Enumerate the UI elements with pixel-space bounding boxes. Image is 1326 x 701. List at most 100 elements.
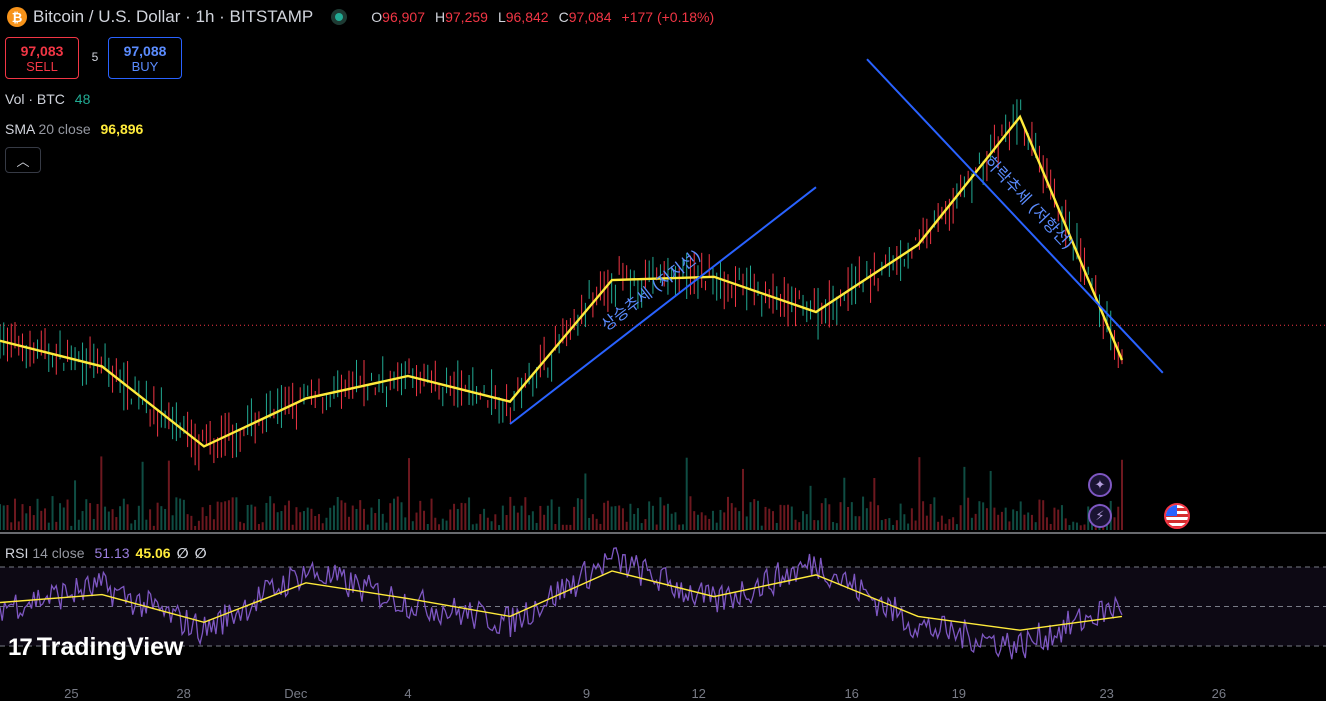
sell-button[interactable]: 97,083 SELL — [5, 37, 79, 79]
volume-bar — [528, 515, 531, 530]
symbol-title[interactable]: Bitcoin / U.S. Dollar · 1h · BITSTAMP — [33, 7, 314, 26]
volume-bar — [239, 521, 242, 530]
volume-bar — [513, 505, 516, 530]
tradingview-logo[interactable]: 17 TradingView — [8, 633, 184, 662]
volume-bar — [0, 504, 1, 530]
volume-bar — [340, 500, 343, 530]
volume-bar — [182, 499, 185, 530]
volume-bar — [441, 518, 444, 530]
volume-bar — [843, 477, 846, 530]
rsi-levels — [0, 566, 1326, 647]
volume-bar — [134, 519, 137, 530]
volume-bar — [137, 505, 140, 530]
volume-bar — [978, 501, 981, 530]
volume-bar — [272, 503, 275, 530]
volume-bar — [92, 518, 95, 530]
volume-bar — [490, 521, 493, 530]
volume-bar — [498, 525, 501, 530]
volume-bar — [55, 521, 58, 530]
volume-bar — [569, 524, 572, 530]
volume-bar — [764, 506, 767, 530]
sma-value: 96,896 — [100, 121, 144, 137]
volume-bar — [558, 506, 561, 530]
volume-bar — [910, 508, 913, 530]
volume-bar — [591, 514, 594, 530]
volume-bar — [783, 505, 786, 530]
volume-bar — [411, 521, 414, 530]
uptrend-line[interactable] — [509, 186, 817, 425]
volume-bar — [865, 508, 868, 530]
logo-text: TradingView — [36, 633, 184, 661]
volume-bar — [809, 485, 812, 530]
volume-bar — [212, 519, 215, 530]
volume-bar — [310, 508, 313, 530]
volume-bar — [937, 521, 940, 530]
volume-bar — [190, 515, 193, 530]
sma-legend[interactable]: SMA 20 close 96,896 — [5, 121, 143, 137]
volume-bar — [1034, 522, 1037, 530]
sell-price: 97,083 — [20, 42, 64, 59]
volume-bar — [104, 506, 107, 530]
volume-bar — [760, 525, 763, 530]
rsi-label: RSI — [5, 545, 29, 561]
volume-bar — [614, 506, 617, 530]
volume-bar — [494, 514, 497, 530]
volume-bar — [351, 505, 354, 530]
volume-bar — [847, 506, 850, 530]
sparkle-icon[interactable]: ✦ — [1088, 473, 1112, 497]
volume-bar — [70, 525, 73, 530]
volume-bar — [884, 518, 887, 530]
price-candles — [0, 99, 1123, 471]
volume-bar — [1049, 523, 1052, 530]
volume-bar — [408, 458, 411, 530]
volume-bar — [678, 524, 681, 530]
volume-bar — [520, 505, 523, 530]
volume-bar — [997, 514, 1000, 530]
volume-bar — [914, 520, 917, 530]
ohlc-values: O96,907 H97,259 L96,842 C97,084 +177 (+0… — [371, 9, 714, 25]
volume-bar — [726, 496, 729, 530]
volume-bar — [419, 500, 422, 530]
price-change: +177 (+0.18%) — [621, 9, 715, 25]
market-status-icon[interactable] — [331, 9, 348, 25]
volume-bar — [156, 502, 159, 530]
volume-bar — [197, 520, 200, 530]
chevron-up-icon[interactable]: ︿ — [5, 147, 41, 173]
volume-bar — [636, 508, 639, 530]
volume-bar — [539, 505, 542, 530]
uptrend-label: 상승추세 (지지선) — [598, 246, 705, 335]
volume-bar — [1027, 512, 1030, 530]
volume-bar — [430, 498, 433, 530]
volume-bar — [711, 510, 714, 530]
volume-bar — [805, 514, 808, 530]
volume-bar — [715, 522, 718, 530]
volume-bar — [1068, 525, 1071, 530]
volume-bar — [907, 523, 910, 530]
rsi-legend[interactable]: RSI 14 close 51.13 45.06 ∅ ∅ — [5, 545, 207, 562]
sma-params: 20 close — [38, 121, 91, 137]
volume-bar — [246, 504, 249, 530]
volume-bar — [621, 508, 624, 530]
volume-bar — [1038, 499, 1041, 530]
volume-bar — [261, 522, 264, 530]
volume-bar — [1072, 521, 1075, 530]
volume-bar — [51, 496, 54, 530]
volume-bar — [663, 505, 666, 530]
volume-bar — [434, 517, 437, 530]
volume-bar — [1015, 511, 1018, 530]
volume-bar — [959, 505, 962, 530]
volume-legend[interactable]: Vol · BTC 48 — [5, 91, 90, 107]
downtrend-line[interactable] — [866, 58, 1164, 374]
volume-bar — [1023, 514, 1026, 530]
x-tick-label: 26 — [1212, 686, 1226, 701]
trend-lines: 상승추세 (지지선) 하락추세 (저항선) — [509, 58, 1164, 425]
us-flag-icon[interactable] — [1164, 503, 1190, 529]
volume-bar — [1064, 518, 1067, 530]
volume-bar — [989, 470, 992, 530]
volume-bar — [381, 513, 384, 530]
volume-bar — [832, 521, 835, 530]
volume-bar — [730, 503, 733, 530]
lightning-icon[interactable]: ⚡ — [1088, 504, 1112, 528]
buy-button[interactable]: 97,088 BUY — [108, 37, 182, 79]
